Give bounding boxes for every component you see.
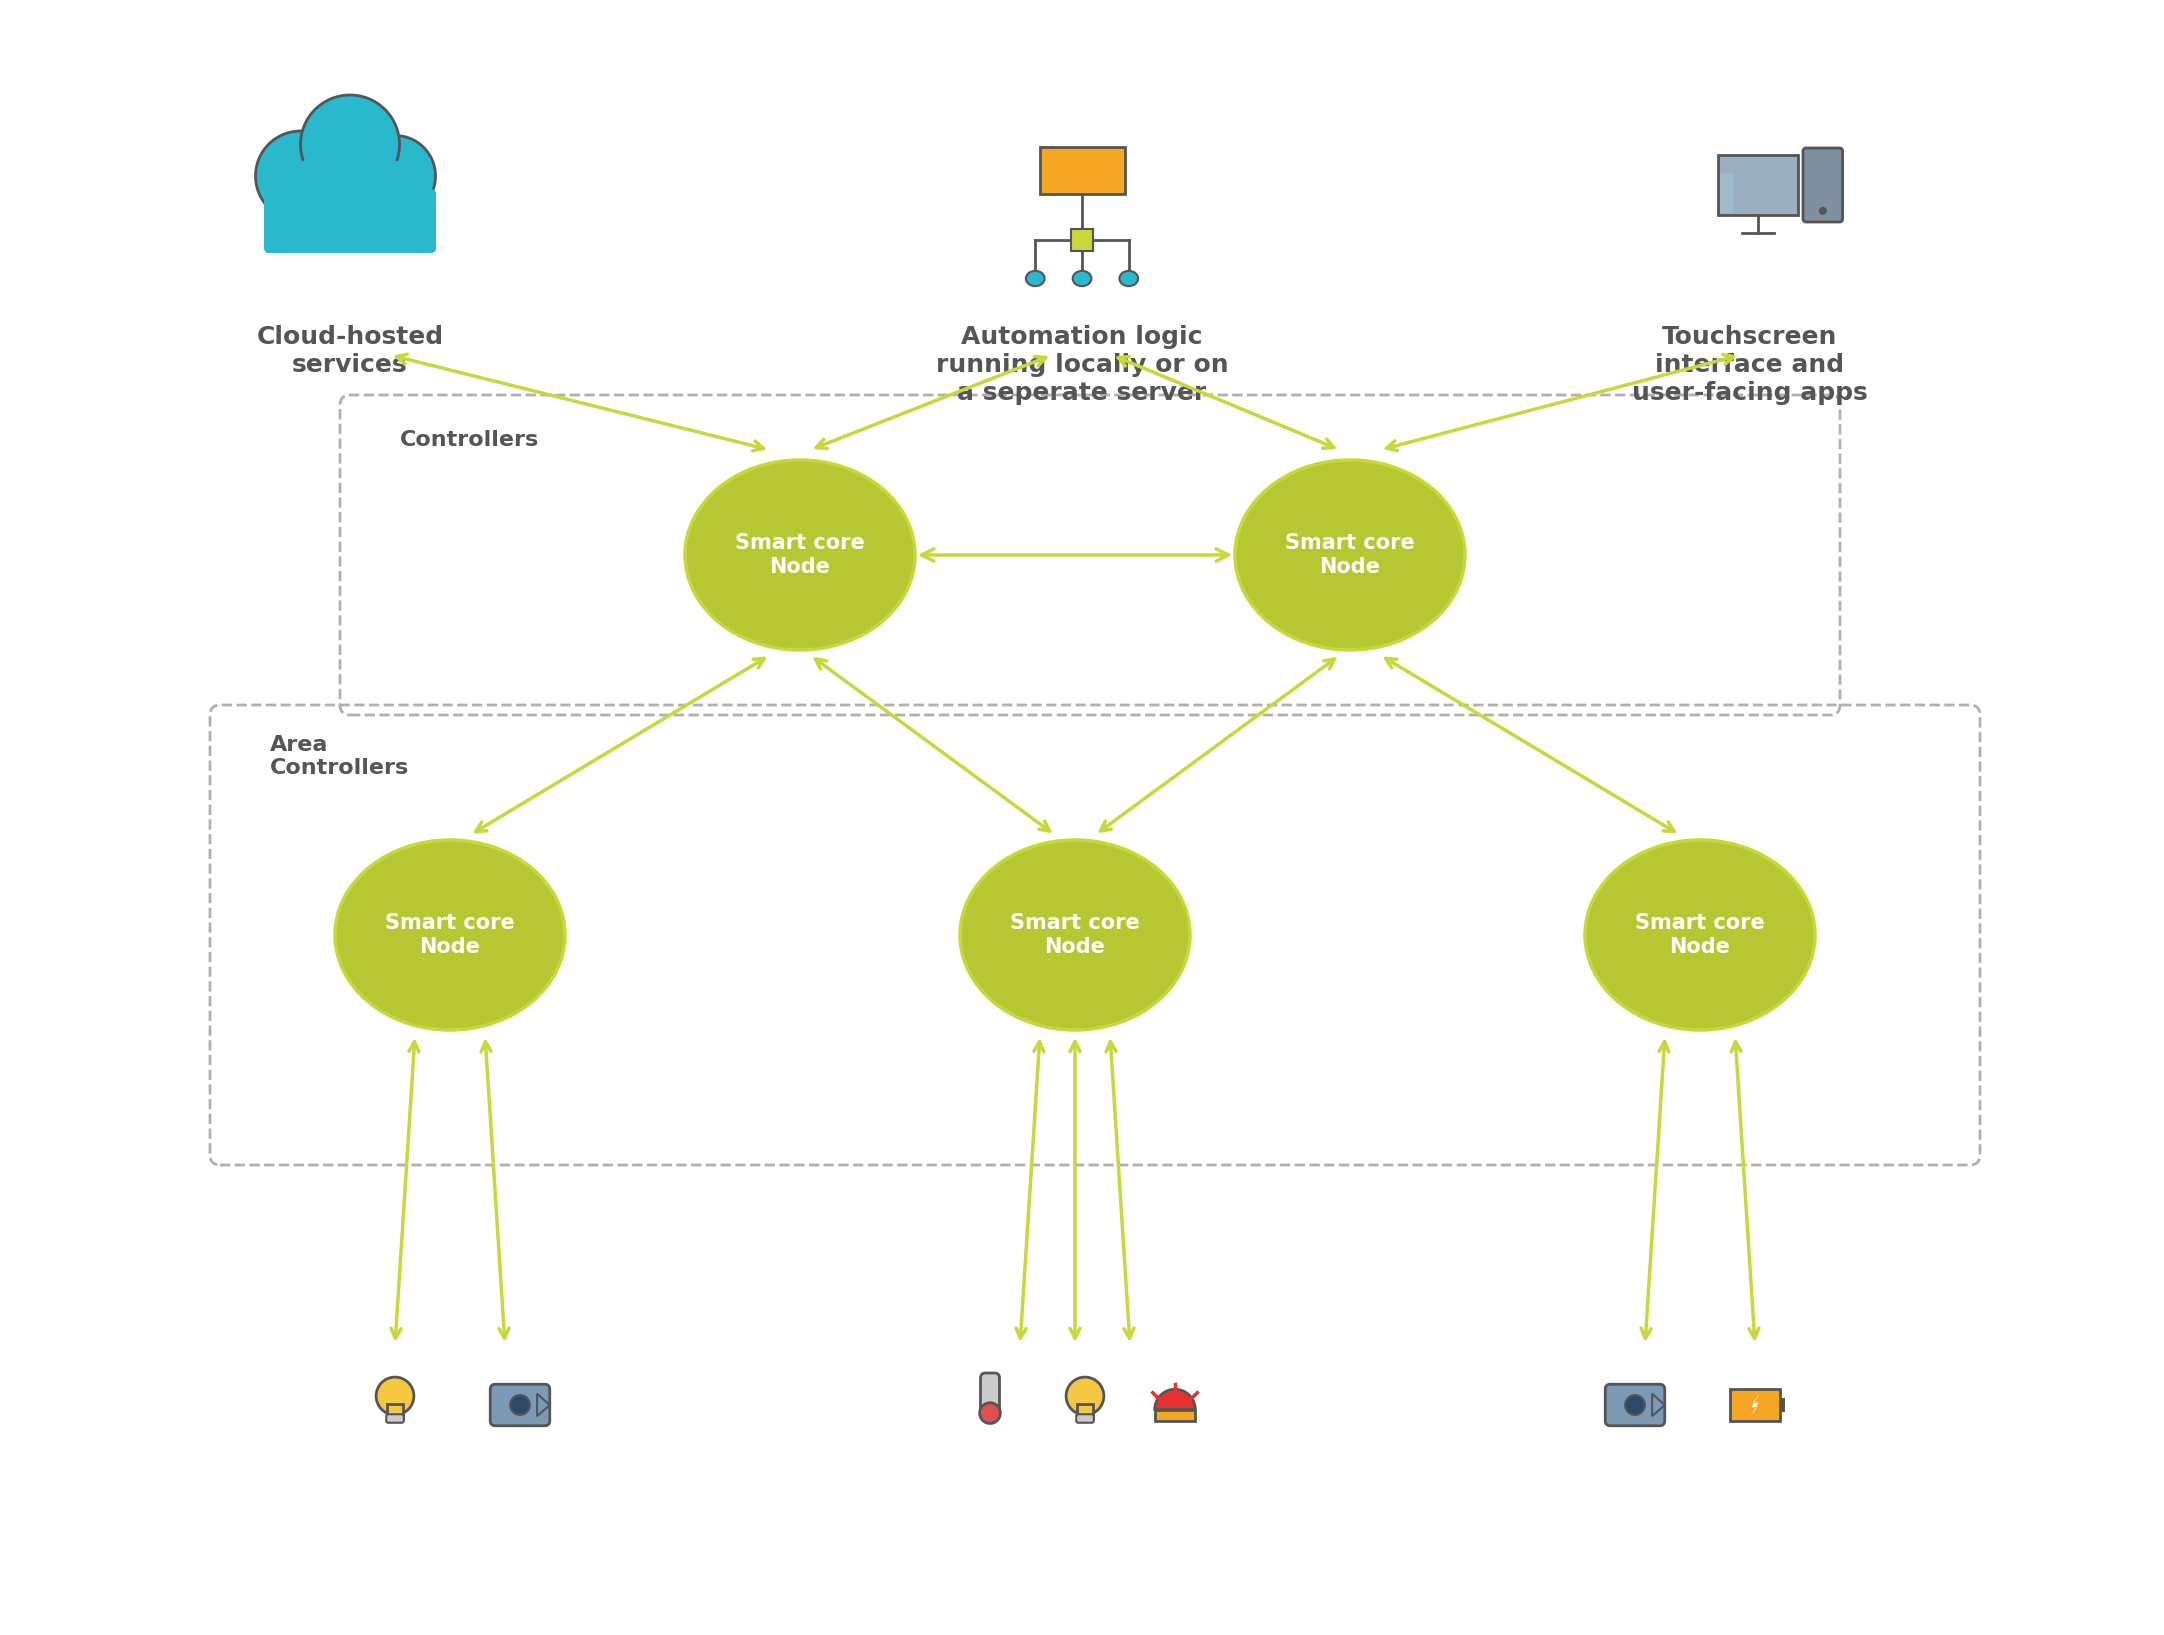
Text: Smart core
Node: Smart core Node <box>1285 533 1415 577</box>
Text: Smart core
Node: Smart core Node <box>736 533 866 577</box>
Ellipse shape <box>268 154 431 234</box>
FancyBboxPatch shape <box>264 190 435 253</box>
Circle shape <box>355 136 435 216</box>
FancyBboxPatch shape <box>1720 173 1733 213</box>
Text: Smart core
Node: Smart core Node <box>1011 914 1140 956</box>
Circle shape <box>377 1377 413 1414</box>
Circle shape <box>301 95 400 195</box>
FancyBboxPatch shape <box>1156 1409 1195 1421</box>
FancyBboxPatch shape <box>1039 147 1125 193</box>
Circle shape <box>1067 1377 1104 1414</box>
Text: Controllers: Controllers <box>400 430 539 450</box>
Ellipse shape <box>1236 459 1465 651</box>
FancyBboxPatch shape <box>1606 1385 1664 1426</box>
FancyBboxPatch shape <box>1803 149 1842 222</box>
FancyBboxPatch shape <box>1076 1414 1093 1422</box>
Text: Smart core
Node: Smart core Node <box>385 914 515 956</box>
Circle shape <box>288 123 413 249</box>
Text: Area
Controllers: Area Controllers <box>270 736 409 778</box>
Text: Automation logic
running locally or on
a seperate server: Automation logic running locally or on a… <box>935 325 1229 404</box>
FancyBboxPatch shape <box>1718 155 1798 214</box>
Circle shape <box>980 1403 1000 1424</box>
Ellipse shape <box>961 840 1190 1030</box>
FancyBboxPatch shape <box>387 1404 403 1418</box>
Ellipse shape <box>1026 271 1045 286</box>
Polygon shape <box>537 1393 550 1416</box>
FancyBboxPatch shape <box>385 1414 405 1422</box>
Circle shape <box>255 131 346 221</box>
Circle shape <box>1818 206 1826 214</box>
Ellipse shape <box>1119 271 1138 286</box>
Circle shape <box>1625 1395 1645 1414</box>
Wedge shape <box>1156 1390 1195 1409</box>
FancyBboxPatch shape <box>1779 1398 1785 1411</box>
FancyBboxPatch shape <box>1731 1390 1779 1421</box>
Circle shape <box>511 1395 530 1414</box>
Polygon shape <box>1751 1393 1759 1416</box>
Text: Smart core
Node: Smart core Node <box>1636 914 1766 956</box>
FancyBboxPatch shape <box>980 1373 1000 1418</box>
Polygon shape <box>1651 1393 1664 1416</box>
Text: Touchscreen
interface and
user-facing apps: Touchscreen interface and user-facing ap… <box>1632 325 1868 404</box>
FancyBboxPatch shape <box>1078 1404 1093 1418</box>
Text: Cloud-hosted
services: Cloud-hosted services <box>258 325 444 376</box>
FancyBboxPatch shape <box>491 1385 550 1426</box>
Ellipse shape <box>335 840 565 1030</box>
Ellipse shape <box>686 459 915 651</box>
Ellipse shape <box>1073 271 1091 286</box>
Ellipse shape <box>1584 840 1816 1030</box>
